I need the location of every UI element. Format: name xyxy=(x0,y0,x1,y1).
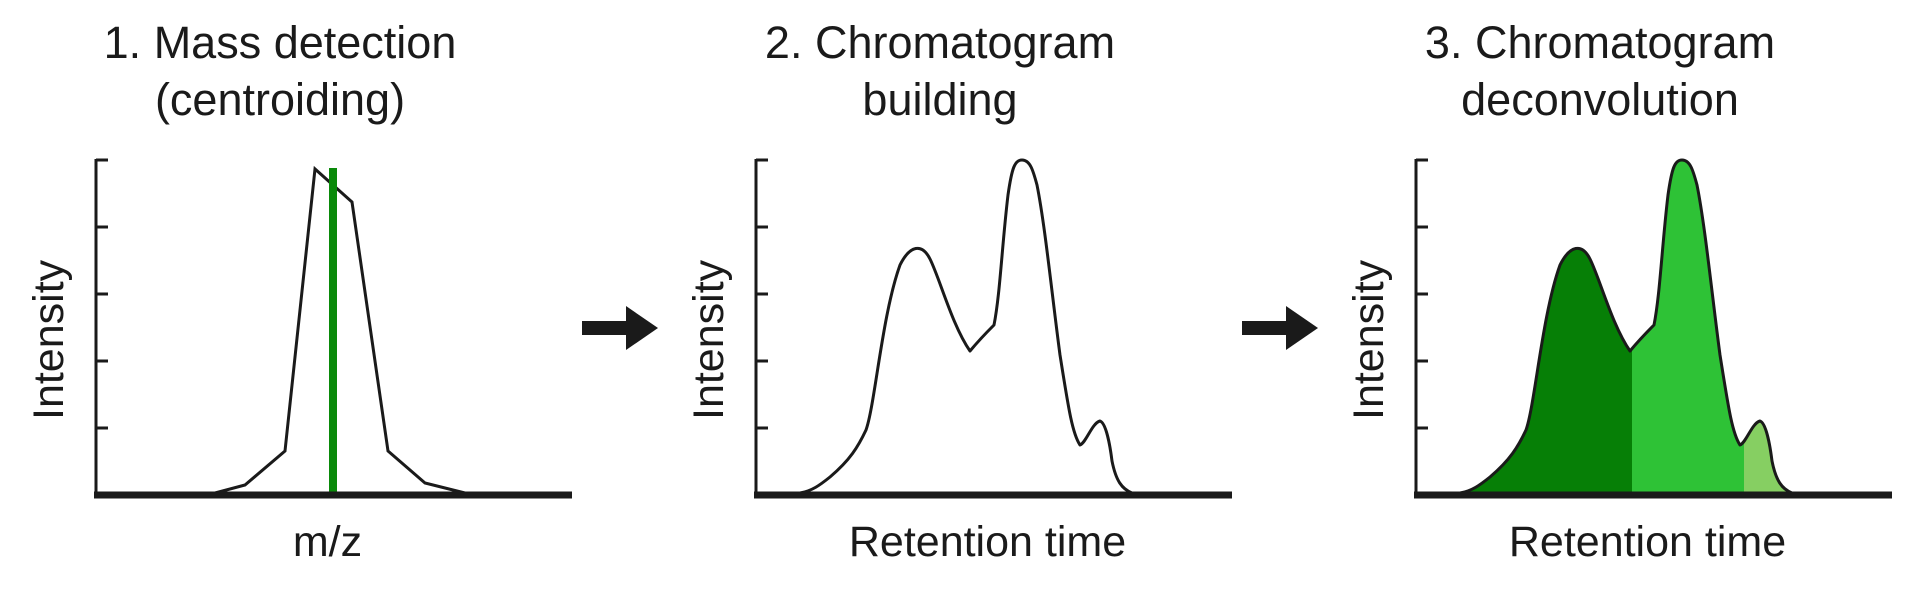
peak-3-area xyxy=(1744,421,1808,495)
y-axis-label: Intensity xyxy=(1345,259,1393,420)
mass-spectrum-plot xyxy=(94,158,572,499)
panel-chromatogram-deconvolution: 3. Chromatogram deconvolution Intensity … xyxy=(1320,0,1892,590)
panel-mass-detection: 1. Mass detection (centroiding) Intensit… xyxy=(0,0,572,590)
peak-2-area xyxy=(1632,160,1744,495)
y-axis-label: Intensity xyxy=(685,259,733,420)
chromatogram-plot xyxy=(754,158,1232,499)
y-axis-label: Intensity xyxy=(25,259,73,420)
chromatogram-outline xyxy=(1459,158,1808,495)
peak-1-area xyxy=(1460,248,1632,495)
right-arrow-icon xyxy=(582,306,658,350)
title-line-2: building xyxy=(862,74,1018,125)
right-arrow-icon xyxy=(1242,306,1318,350)
panel-title: 1. Mass detection (centroiding) xyxy=(0,14,560,128)
title-line-1: 1. Mass detection xyxy=(103,17,457,68)
panel-chromatogram-building: 2. Chromatogram building Intensity Reten… xyxy=(660,0,1232,590)
y-axis xyxy=(754,158,768,495)
panel-title: 2. Chromatogram building xyxy=(660,14,1220,128)
profile-peak-line xyxy=(214,165,466,495)
title-line-2: (centroiding) xyxy=(154,74,406,125)
x-axis-label: Retention time xyxy=(848,518,1127,566)
y-axis xyxy=(94,158,108,495)
title-line-1: 2. Chromatogram xyxy=(764,17,1116,68)
panel-title: 3. Chromatogram deconvolution xyxy=(1320,14,1880,128)
title-line-2: deconvolution xyxy=(1461,74,1739,125)
x-axis-label: Retention time xyxy=(1508,518,1787,566)
deconvoluted-chromatogram-plot xyxy=(1414,158,1892,499)
chromatogram-trace xyxy=(799,158,1148,495)
x-axis-label: m/z xyxy=(292,518,363,566)
title-line-1: 3. Chromatogram xyxy=(1424,17,1776,68)
y-axis xyxy=(1414,158,1428,495)
